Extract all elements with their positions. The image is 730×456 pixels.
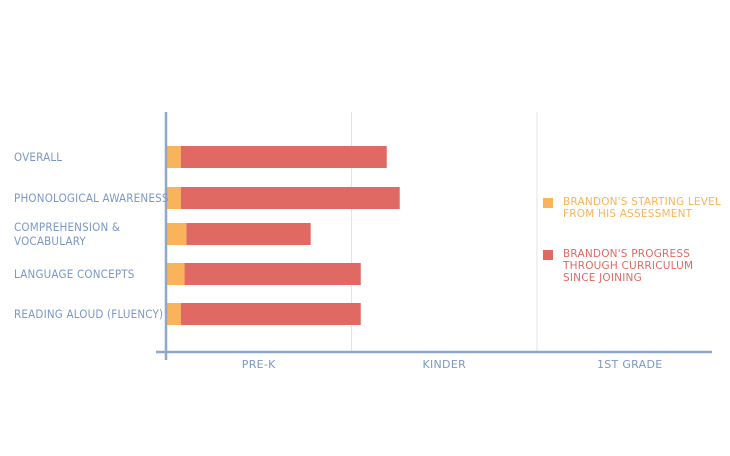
legend-label: BRANDON'S PROGRESS THROUGH CURRICULUM SI… [563, 248, 694, 284]
axes [156, 112, 712, 360]
legend-label: BRANDON'S STARTING LEVEL FROM HIS ASSESS… [563, 196, 721, 220]
legend-item-progress: BRANDON'S PROGRESS THROUGH CURRICULUM SI… [543, 248, 693, 284]
category-label: PHONOLOGICAL AWARENESS [14, 191, 169, 205]
x-tick-label: PRE-K [242, 358, 276, 371]
legend-swatch [543, 198, 553, 208]
bar-starting-level [166, 146, 181, 168]
bar-starting-level [166, 263, 185, 285]
x-tick-labels: PRE-K KINDER 1ST GRADE [242, 358, 663, 371]
bar-progress [180, 146, 387, 168]
legend-swatch [543, 250, 553, 260]
bar-progress [180, 303, 361, 325]
bars [166, 146, 400, 325]
category-label: READING ALOUD (FLUENCY) [14, 307, 163, 321]
bar-starting-level [166, 187, 181, 209]
bar-starting-level [166, 303, 181, 325]
category-labels: OVERALL PHONOLOGICAL AWARENESS COMPREHENSI… [14, 150, 169, 321]
bar-progress [184, 263, 361, 285]
x-tick-label: 1ST GRADE [597, 358, 663, 371]
legend-item-starting-level: BRANDON'S STARTING LEVEL FROM HIS ASSESS… [543, 196, 721, 220]
bar-starting-level [166, 223, 187, 245]
x-tick-label: KINDER [422, 358, 466, 371]
bar-progress [186, 223, 311, 245]
category-label: COMPREHENSION & VOCABULARY [14, 220, 120, 248]
category-label: LANGUAGE CONCEPTS [14, 267, 135, 281]
bar-progress [180, 187, 400, 209]
category-label: OVERALL [14, 150, 62, 164]
